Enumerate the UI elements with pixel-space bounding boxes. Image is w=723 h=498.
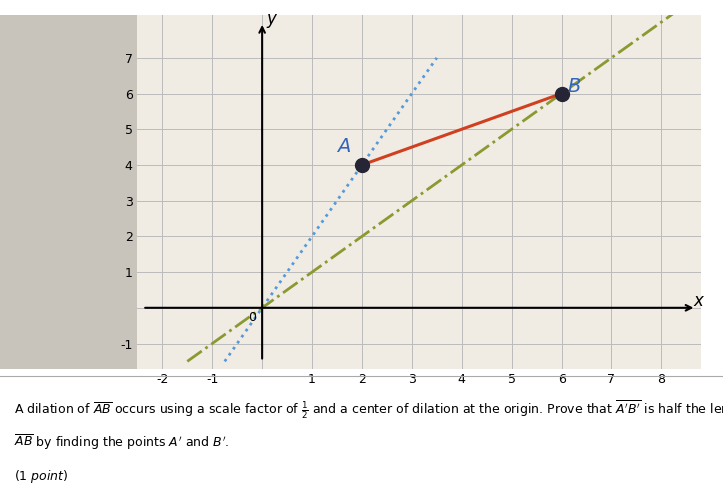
Text: $(1$ $point)$: $(1$ $point)$	[14, 468, 69, 485]
Text: y: y	[266, 9, 276, 27]
Text: 0: 0	[248, 311, 256, 324]
Text: A: A	[337, 137, 351, 156]
Text: A dilation of $\overline{AB}$ occurs using a scale factor of $\frac{1}{2}$ and a: A dilation of $\overline{AB}$ occurs usi…	[14, 398, 723, 421]
Text: B: B	[568, 77, 581, 96]
Text: $\overline{AB}$ by finding the points $A'$ and $B'$.: $\overline{AB}$ by finding the points $A…	[14, 433, 230, 452]
Text: x: x	[694, 292, 703, 310]
